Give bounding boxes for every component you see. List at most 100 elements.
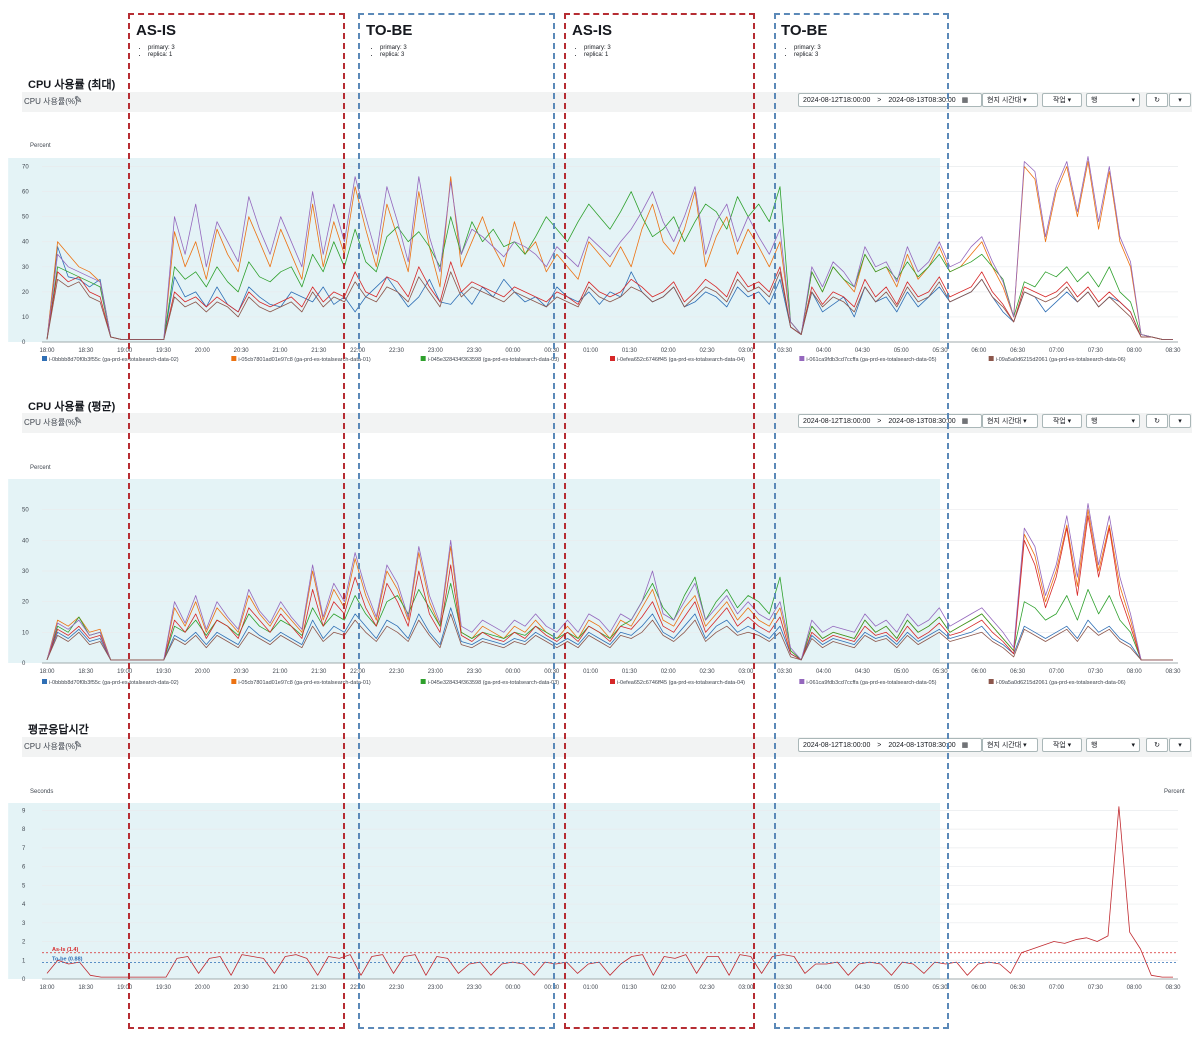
- y-tick-label: 6: [22, 865, 26, 871]
- more-options-button[interactable]: ▾: [1169, 93, 1191, 107]
- y-tick-label: 40: [22, 240, 29, 246]
- y-tick-label: 0: [22, 340, 26, 346]
- y-tick-label: 20: [22, 290, 29, 296]
- actions-button[interactable]: 작업 ▾: [1042, 738, 1082, 752]
- refresh-icon: ↻: [1154, 418, 1160, 425]
- calendar-icon: ▦: [961, 742, 969, 749]
- timezone-select[interactable]: 현지 시간대 ▾: [982, 414, 1038, 428]
- legend-label: i-09a5a0d6215d2061 (ga-prd-es-totalsearc…: [996, 680, 1126, 686]
- x-tick-label: 23:00: [428, 669, 444, 675]
- date-start: 2024-08-12T18:00:00: [803, 742, 871, 749]
- x-tick-label: 01:00: [583, 348, 599, 354]
- y-tick-label: 70: [22, 165, 29, 171]
- chevron-down-icon: ▾: [1131, 418, 1135, 425]
- legend-swatch: [988, 679, 994, 684]
- x-tick-label: 18:00: [39, 348, 55, 354]
- x-tick-label: 21:00: [272, 348, 288, 354]
- calendar-icon: ▦: [961, 97, 969, 104]
- x-tick-label: 19:30: [156, 669, 172, 675]
- x-tick-label: 07:30: [1088, 348, 1104, 354]
- x-tick-label: 00:30: [544, 985, 560, 991]
- phase-band-to-be: [8, 158, 941, 342]
- x-tick-label: 03:30: [777, 669, 793, 675]
- date-range-picker[interactable]: 2024-08-12T18:00:00 > 2024-08-13T08:30:0…: [798, 414, 982, 428]
- x-tick-label: 02:30: [700, 669, 716, 675]
- x-tick-label: 05:00: [894, 985, 910, 991]
- y-tick-label: 30: [22, 569, 29, 575]
- pencil-icon[interactable]: ✎: [74, 416, 83, 427]
- chevron-right-icon: >: [877, 742, 882, 749]
- chart-type-select[interactable]: 행 ▾: [1086, 738, 1140, 752]
- legend-label: i-061ca9fdb3cd7ccffa (ga-prd-es-totalsea…: [806, 357, 936, 363]
- x-tick-label: 21:00: [272, 985, 288, 991]
- x-tick-label: 02:00: [661, 985, 677, 991]
- x-tick-label: 05:00: [894, 348, 910, 354]
- x-tick-label: 04:30: [855, 985, 871, 991]
- series-line-6: [46, 613, 1173, 661]
- timezone-select[interactable]: 현지 시간대 ▾: [982, 93, 1038, 107]
- x-tick-label: 02:30: [700, 985, 716, 991]
- x-tick-label: 02:30: [700, 348, 716, 354]
- y2-axis-label: Percent: [1164, 789, 1185, 795]
- date-range-picker[interactable]: 2024-08-12T18:00:00 > 2024-08-13T08:30:0…: [798, 93, 982, 107]
- legend-label: i-05cb7801ad01e97c8 (ga-prd-es-totalsear…: [238, 357, 371, 363]
- x-tick-label: 23:30: [467, 348, 483, 354]
- refresh-button[interactable]: ↻: [1146, 93, 1168, 107]
- more-options-button[interactable]: ▾: [1169, 414, 1191, 428]
- chevron-right-icon: >: [877, 418, 882, 425]
- primary-note: primary: 3: [794, 45, 821, 52]
- x-tick-label: 06:00: [971, 669, 987, 675]
- y-tick-label: 20: [22, 600, 29, 606]
- phase-header-to-be-2: TO-BE: [781, 22, 828, 39]
- pencil-icon[interactable]: ✎: [74, 95, 83, 106]
- x-tick-label: 19:00: [117, 348, 133, 354]
- x-tick-label: 08:30: [1165, 985, 1181, 991]
- actions-button[interactable]: 작업 ▾: [1042, 93, 1082, 107]
- chevron-down-icon: ▾: [1131, 742, 1135, 749]
- x-tick-label: 06:00: [971, 348, 987, 354]
- x-tick-label: 00:30: [544, 348, 560, 354]
- primary-note: primary: 3: [148, 45, 175, 52]
- x-tick-label: 22:30: [389, 348, 405, 354]
- x-tick-label: 21:30: [311, 348, 327, 354]
- pencil-icon[interactable]: ✎: [74, 740, 83, 751]
- refresh-button[interactable]: ↻: [1146, 414, 1168, 428]
- date-range-picker[interactable]: 2024-08-12T18:00:00 > 2024-08-13T08:30:0…: [798, 738, 982, 752]
- metric-label: CPU 사용률(%): [24, 742, 78, 751]
- caret-down-icon: ▾: [1178, 742, 1182, 749]
- x-tick-label: 21:30: [311, 985, 327, 991]
- more-options-button[interactable]: ▾: [1169, 738, 1191, 752]
- x-tick-label: 04:00: [816, 348, 832, 354]
- legend-label: i-09a5a0d6215d2061 (ga-prd-es-totalsearc…: [996, 357, 1126, 363]
- legend-swatch: [231, 679, 237, 684]
- legend-swatch: [988, 356, 994, 361]
- chart-type-value: 행: [1091, 97, 1098, 104]
- x-tick-label: 20:30: [234, 669, 250, 675]
- x-tick-label: 22:30: [389, 669, 405, 675]
- timezone-select[interactable]: 현지 시간대 ▾: [982, 738, 1038, 752]
- actions-button[interactable]: 작업 ▾: [1042, 414, 1082, 428]
- chart-type-select[interactable]: 행 ▾: [1086, 414, 1140, 428]
- phase-header-as-is-1: AS-IS: [136, 22, 177, 39]
- y-tick-label: 4: [22, 902, 26, 908]
- chart-type-select[interactable]: 행 ▾: [1086, 93, 1140, 107]
- legend-label: i-061ca9fdb3cd7ccffa (ga-prd-es-totalsea…: [806, 680, 936, 686]
- x-tick-label: 06:30: [1010, 669, 1026, 675]
- calendar-icon: ▦: [961, 418, 969, 425]
- x-tick-label: 20:00: [195, 669, 211, 675]
- x-tick-label: 22:00: [350, 669, 366, 675]
- x-tick-label: 05:30: [933, 348, 949, 354]
- caret-down-icon: ▾: [1178, 97, 1182, 104]
- series-line-3: [46, 186, 1173, 340]
- refresh-icon: ↻: [1154, 742, 1160, 749]
- phase-header-as-is-2: AS-IS: [572, 22, 613, 39]
- legend-swatch: [420, 356, 426, 361]
- x-tick-label: 00:00: [505, 985, 521, 991]
- chart-type-value: 행: [1091, 418, 1098, 425]
- refresh-button[interactable]: ↻: [1146, 738, 1168, 752]
- x-tick-label: 18:00: [39, 985, 55, 991]
- metric-label: CPU 사용률(%): [24, 418, 78, 427]
- chart-type-value: 행: [1091, 742, 1098, 749]
- x-tick-label: 18:30: [78, 985, 94, 991]
- phase-notes-to-be-2: primary: 3 replica: 3: [784, 45, 821, 59]
